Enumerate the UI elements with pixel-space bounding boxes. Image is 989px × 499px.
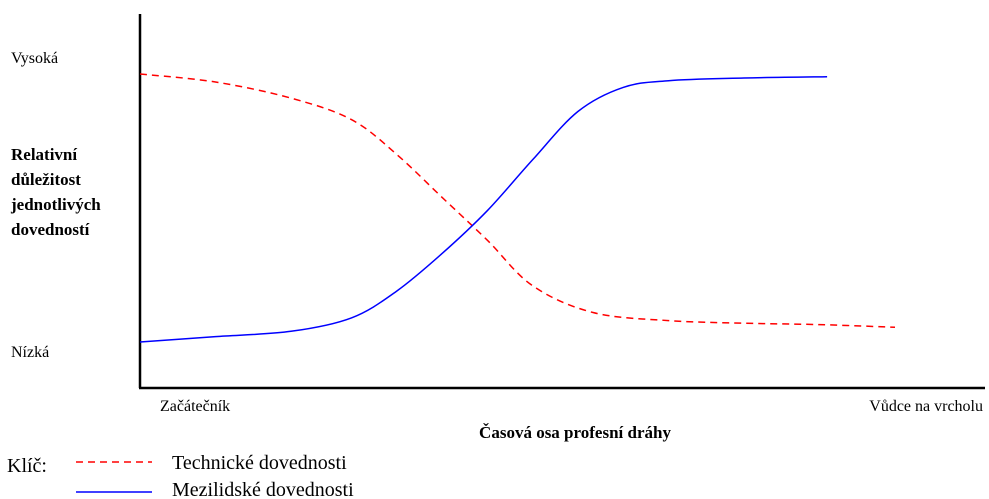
- legend-key-label: Klíč:: [7, 455, 47, 477]
- x-tick-label-end: Vůdce na vrcholu: [869, 398, 983, 415]
- y-axis-label-line-3: jednotlivých: [10, 195, 101, 214]
- legend-label-interpersonal-skills: Mezilidské dovednosti: [172, 479, 354, 499]
- series-line-technical-skills: [139, 73, 896, 329]
- x-axis-title: Časová osa profesní dráhy: [479, 423, 671, 442]
- y-tick-label-low: Nízká: [11, 344, 49, 361]
- legend-label-technical-skills: Technické dovednosti: [172, 452, 347, 474]
- y-tick-label-high: Vysoká: [11, 50, 58, 67]
- x-tick-label-start: Začátečník: [160, 398, 230, 415]
- y-axis-label-line-4: dovedností: [11, 220, 90, 239]
- y-axis-label-line-2: důležitost: [11, 170, 81, 189]
- y-axis-label-line-1: Relativní: [11, 145, 77, 164]
- series-line-interpersonal-skills: [139, 75, 828, 343]
